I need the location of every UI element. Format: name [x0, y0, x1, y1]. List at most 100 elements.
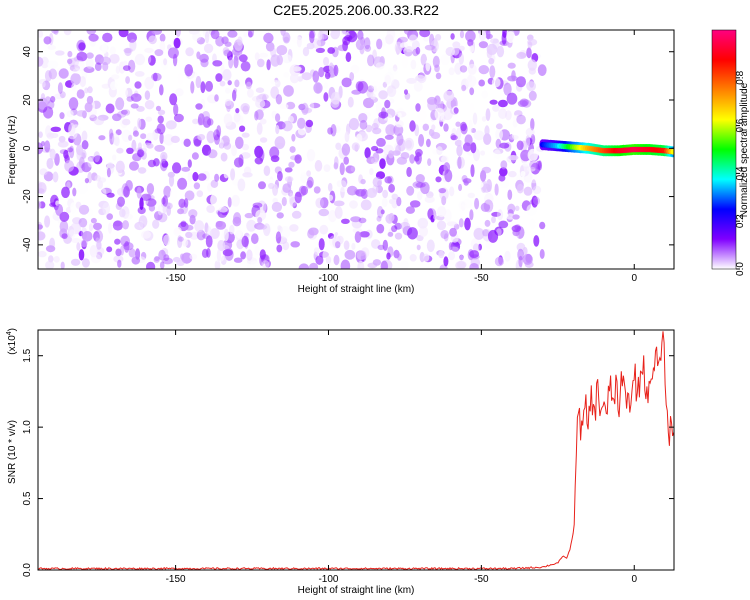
colorbar-gradient — [711, 29, 737, 270]
noise-speckle — [78, 217, 88, 228]
noise-speckle — [237, 36, 243, 46]
noise-speckle — [233, 55, 239, 69]
noise-speckle — [146, 54, 152, 64]
noise-speckle — [154, 144, 166, 152]
noise-speckle — [167, 47, 179, 59]
noise-speckle — [289, 224, 299, 232]
noise-speckle — [260, 118, 267, 125]
noise-speckle — [370, 93, 376, 100]
noise-speckle — [136, 105, 145, 112]
noise-speckle — [282, 241, 290, 251]
noise-speckle — [43, 106, 54, 119]
noise-speckle — [254, 245, 260, 256]
noise-speckle — [117, 259, 122, 268]
noise-speckle — [358, 113, 368, 123]
noise-speckle — [306, 170, 311, 177]
noise-speckle — [370, 157, 379, 164]
noise-speckle — [333, 64, 339, 77]
noise-speckle — [119, 208, 126, 218]
noise-speckle — [473, 227, 485, 240]
noise-speckle — [358, 217, 367, 224]
noise-speckle — [257, 217, 263, 224]
noise-speckle — [255, 109, 264, 120]
noise-speckle — [469, 87, 475, 96]
noise-speckle — [47, 45, 56, 50]
noise-speckle — [448, 242, 453, 251]
noise-speckle — [324, 72, 331, 80]
noise-speckle — [212, 60, 223, 67]
noise-speckle — [238, 54, 248, 63]
noise-speckle — [512, 214, 520, 220]
noise-speckle — [112, 154, 117, 161]
noise-speckle — [128, 134, 133, 141]
noise-speckle — [187, 171, 193, 182]
noise-speckle — [399, 221, 411, 231]
colorbar: 0.0 0.2 0.4 0.6 0.8 Normalized spectral ampl… — [711, 29, 750, 276]
noise-speckle — [468, 119, 473, 133]
noise-speckle — [181, 166, 191, 172]
noise-speckle — [126, 147, 134, 154]
noise-speckle — [67, 50, 73, 58]
noise-speckle — [189, 253, 198, 260]
noise-speckle — [367, 85, 375, 93]
noise-speckle — [384, 176, 393, 184]
noise-speckle — [154, 128, 162, 134]
noise-speckle — [426, 138, 431, 148]
noise-speckle — [178, 198, 186, 208]
noise-speckle — [483, 199, 494, 213]
noise-speckle — [444, 169, 453, 183]
noise-speckle — [121, 109, 128, 115]
noise-speckle — [94, 233, 101, 241]
noise-speckle — [66, 110, 74, 118]
noise-speckle — [336, 180, 343, 188]
noise-speckle — [479, 30, 487, 41]
noise-speckle — [214, 134, 221, 145]
noise-speckle — [69, 229, 76, 239]
noise-speckle — [448, 111, 456, 119]
noise-speckle — [243, 32, 248, 38]
noise-speckle — [533, 196, 540, 205]
noise-speckle — [474, 197, 480, 210]
noise-speckle — [470, 164, 475, 178]
noise-speckle — [307, 176, 314, 188]
spectrogram-signal-track — [539, 139, 674, 158]
noise-speckle — [155, 105, 162, 111]
noise-speckle — [162, 257, 174, 265]
noise-speckle — [270, 79, 279, 85]
noise-speckle — [490, 38, 499, 44]
noise-speckle — [57, 140, 69, 148]
noise-speckle — [384, 34, 394, 45]
noise-speckle — [91, 100, 96, 114]
noise-speckle — [70, 73, 81, 86]
noise-speckle — [53, 30, 59, 35]
noise-speckle — [503, 82, 512, 96]
noise-speckle — [220, 64, 225, 75]
noise-speckle — [419, 251, 425, 263]
noise-speckle — [495, 138, 502, 149]
noise-speckle — [84, 178, 89, 184]
noise-speckle — [108, 222, 112, 234]
noise-speckle — [75, 201, 82, 209]
noise-speckle — [318, 208, 330, 217]
noise-speckle — [436, 146, 443, 156]
noise-speckle — [124, 241, 130, 253]
noise-speckle — [74, 60, 85, 72]
noise-speckle — [430, 39, 439, 53]
noise-speckle — [274, 136, 286, 150]
noise-speckle — [355, 133, 363, 143]
noise-speckle — [452, 41, 461, 49]
noise-speckle — [151, 72, 162, 82]
noise-speckle — [71, 237, 82, 244]
noise-speckle — [525, 135, 531, 148]
noise-speckle — [297, 117, 306, 129]
noise-speckle — [469, 250, 480, 259]
noise-speckle — [396, 196, 402, 207]
noise-speckle — [527, 148, 538, 162]
noise-speckle — [87, 208, 93, 217]
noise-speckle — [422, 123, 429, 131]
noise-speckle — [163, 134, 174, 146]
noise-speckle — [98, 135, 106, 141]
noise-speckle — [130, 103, 139, 109]
noise-speckle — [488, 57, 495, 65]
noise-speckle — [231, 145, 237, 157]
